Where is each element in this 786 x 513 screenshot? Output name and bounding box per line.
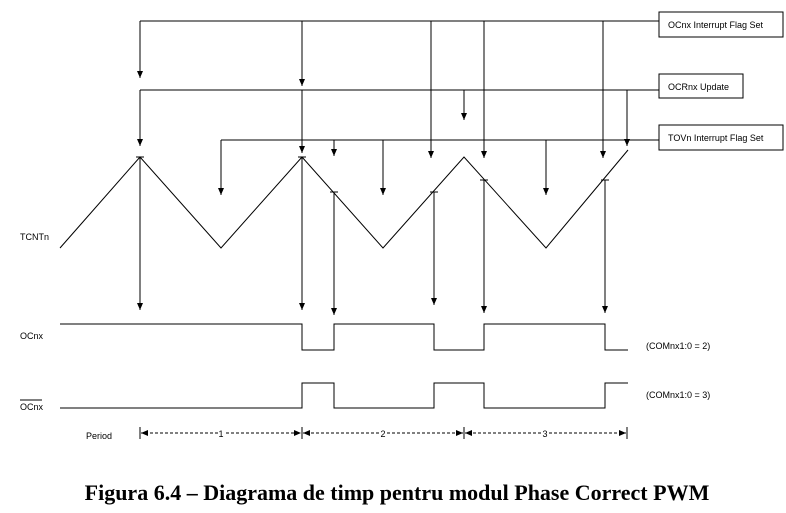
period-number: 2: [380, 429, 385, 439]
signal-label: OCnx: [20, 402, 44, 412]
box: [658, 73, 744, 99]
period-row: Period 1 2 3: [86, 427, 628, 441]
period-number: 3: [542, 429, 547, 439]
signal-label: OCnx: [20, 331, 44, 341]
caption: Figura 6.4 – Diagrama de timp pentru mod…: [85, 480, 710, 505]
ocnx-waveform: [60, 323, 628, 351]
label: TOVn Interrupt Flag Set: [668, 133, 764, 143]
label: OCRnx Update: [668, 82, 729, 92]
arrows: [137, 20, 659, 315]
period-number: 1: [218, 429, 223, 439]
signal-label: TCNTn: [20, 232, 49, 242]
ocnx-inv-waveform: [60, 382, 628, 409]
box: [658, 124, 784, 151]
tcnt-waveform: [59, 149, 629, 249]
compare-ticks: [136, 156, 609, 193]
box: [658, 11, 784, 38]
period-label: Period: [86, 431, 112, 441]
boxes: OCnx Interrupt Flag Set OCRnx Update TOV…: [658, 11, 784, 151]
label: OCnx Interrupt Flag Set: [668, 20, 764, 30]
mode-label: (COMnx1:0 = 2): [646, 341, 710, 351]
mode-label: (COMnx1:0 = 3): [646, 390, 710, 400]
